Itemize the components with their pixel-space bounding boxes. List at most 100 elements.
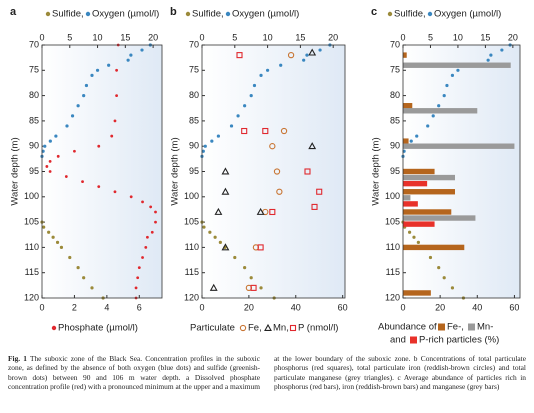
y-tick-label: 70 xyxy=(29,39,39,49)
profile-dot xyxy=(203,144,207,148)
profile-dot xyxy=(59,245,64,249)
x-axis-label: Abundance of xyxy=(378,322,437,333)
phosphate-dot xyxy=(154,220,157,224)
profile-dot xyxy=(243,266,247,270)
y-tick-label: 105 xyxy=(24,216,39,226)
mn-marker xyxy=(221,243,230,251)
profile-dot xyxy=(243,104,247,108)
y-tick-label: 85 xyxy=(390,115,400,125)
legend-swatch xyxy=(438,323,445,331)
phosphate-dot xyxy=(48,159,52,163)
y-tick-label: 105 xyxy=(385,216,400,226)
y-tick-label: 80 xyxy=(390,90,400,100)
plot-background xyxy=(202,45,345,298)
legend-label: Sulfide, xyxy=(192,9,224,20)
mn-marker xyxy=(308,142,317,150)
phosphate-dot xyxy=(115,68,118,72)
profile-dot xyxy=(202,225,206,229)
bar xyxy=(403,215,476,221)
profile-dot xyxy=(302,58,306,62)
y-tick-label: 120 xyxy=(385,292,400,302)
y-tick-label: 85 xyxy=(189,115,199,125)
y-tick-label: 90 xyxy=(390,141,400,151)
phosphate-dot xyxy=(150,230,154,234)
phosphate-dot xyxy=(113,190,117,194)
profile-dot xyxy=(486,58,490,62)
top-tick-label: 15 xyxy=(295,32,305,42)
bar xyxy=(403,108,478,114)
profile-dot xyxy=(489,53,493,57)
x-axis-label: and xyxy=(390,335,406,346)
profile-dot xyxy=(259,286,263,290)
profile-dot xyxy=(318,48,322,52)
plot-background xyxy=(42,45,162,298)
top-tick-label: 10 xyxy=(93,32,103,42)
fe-marker xyxy=(280,127,288,135)
top-tick-label: 5 xyxy=(232,32,237,42)
bottom-tick-label: 0 xyxy=(39,302,44,312)
legend-label: Sulfide, xyxy=(394,9,426,20)
y-tick-label: 110 xyxy=(25,242,39,252)
profile-dot xyxy=(43,144,47,148)
y-tick-label: 105 xyxy=(184,216,199,226)
p-marker xyxy=(262,127,269,135)
phosphate-dot xyxy=(64,175,68,178)
phosphate-dot xyxy=(146,235,149,239)
profile-dot xyxy=(500,48,504,52)
phosphate-dot xyxy=(115,94,118,97)
legend-label: P-rich particles (%) xyxy=(419,335,499,346)
panel-letter: c xyxy=(371,6,377,18)
profile-dot xyxy=(84,83,89,88)
y-tick-label: 120 xyxy=(24,292,39,302)
y-tick-label: 80 xyxy=(29,90,39,100)
bar xyxy=(403,143,515,149)
legend-dot xyxy=(85,11,91,17)
profile-dot xyxy=(47,230,51,234)
profile-dot xyxy=(233,255,237,260)
phosphate-dot xyxy=(48,170,52,173)
profile-dot xyxy=(213,235,217,239)
profile-dot xyxy=(252,83,257,88)
y-axis-label: Water depth (m) xyxy=(10,137,21,205)
profile-dot xyxy=(126,58,130,62)
y-tick-label: 90 xyxy=(189,141,199,151)
profile-dot xyxy=(55,240,60,244)
y-tick-label: 75 xyxy=(390,65,400,75)
p-marker xyxy=(250,284,257,291)
top-tick-label: 10 xyxy=(453,32,463,42)
top-tick-label: 20 xyxy=(148,32,158,42)
fe-marker xyxy=(239,324,247,332)
plot-frame xyxy=(201,44,346,299)
mn-marker xyxy=(209,283,218,291)
phosphate-dot xyxy=(56,154,60,158)
y-tick-label: 90 xyxy=(29,141,39,151)
profile-dot xyxy=(456,68,460,72)
top-tick-label: 0 xyxy=(400,32,405,42)
fe-marker xyxy=(287,51,295,59)
legend-dot xyxy=(185,11,191,17)
phosphate-dot xyxy=(136,276,140,280)
profile-dot xyxy=(82,94,86,98)
legend-label: Fe, xyxy=(248,323,262,334)
phosphate-dot xyxy=(97,144,101,148)
profile-dot xyxy=(68,255,72,260)
profile-dot xyxy=(208,230,212,234)
y-tick-label: 110 xyxy=(386,242,400,252)
caption-text: The suboxic zone of the Black Sea. Conce… xyxy=(8,354,526,392)
profile-dot xyxy=(442,276,446,280)
profile-dot xyxy=(407,230,412,234)
p-marker xyxy=(257,244,264,251)
y-tick-label: 80 xyxy=(189,90,199,100)
p-marker xyxy=(269,208,276,216)
bottom-tick-label: 60 xyxy=(338,302,348,312)
bar xyxy=(403,62,511,68)
p-marker xyxy=(311,203,318,210)
profile-dot xyxy=(210,139,214,143)
caption-label: Fig. 1 xyxy=(8,354,27,363)
top-tick-label: 5 xyxy=(428,32,433,42)
phosphate-dot xyxy=(134,286,138,290)
bar xyxy=(403,52,407,58)
profile-dot xyxy=(409,139,413,143)
profile-dot xyxy=(450,73,455,77)
